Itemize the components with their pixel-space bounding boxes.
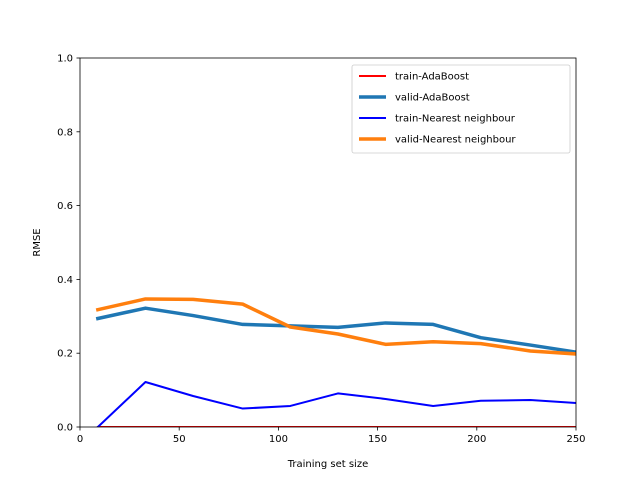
legend-label: valid-AdaBoost [395,93,470,104]
y-tick-label: 0.2 [57,349,73,360]
x-tick-label: 50 [173,434,186,445]
legend-label: train-AdaBoost [395,72,469,83]
y-tick-label: 0.8 [57,127,73,138]
x-tick-label: 100 [269,434,288,445]
y-tick-label: 1.0 [57,54,73,65]
legend: train-AdaBoost valid-AdaBoost train-Neares… [351,64,571,154]
legend-label: valid-Nearest neighbour [395,135,516,146]
x-tick-label: 200 [467,434,486,445]
y-axis-label: RMSE [32,228,43,256]
x-axis: 0 50 100 150 200 250 [77,427,586,445]
y-tick-label: 0.6 [57,201,73,212]
x-tick-label: 0 [77,434,83,445]
y-axis: 0.0 0.2 0.4 0.6 0.8 1.0 [57,54,80,434]
series-line-train-nearest-neighbour [96,380,576,427]
y-tick-label: 0.0 [57,423,73,434]
y-tick-label: 0.4 [57,275,73,286]
legend-label: train-Nearest neighbour [395,114,516,125]
series-line-valid-nearest-neighbour [95,297,576,356]
x-tick-label: 150 [368,434,387,445]
series-layer [95,297,576,427]
plot-frame [79,57,577,428]
legend-box [351,64,571,154]
x-tick-label: 250 [566,434,585,445]
x-axis-label: Training set size [287,459,369,470]
series-line-valid-adaboost [95,306,576,354]
